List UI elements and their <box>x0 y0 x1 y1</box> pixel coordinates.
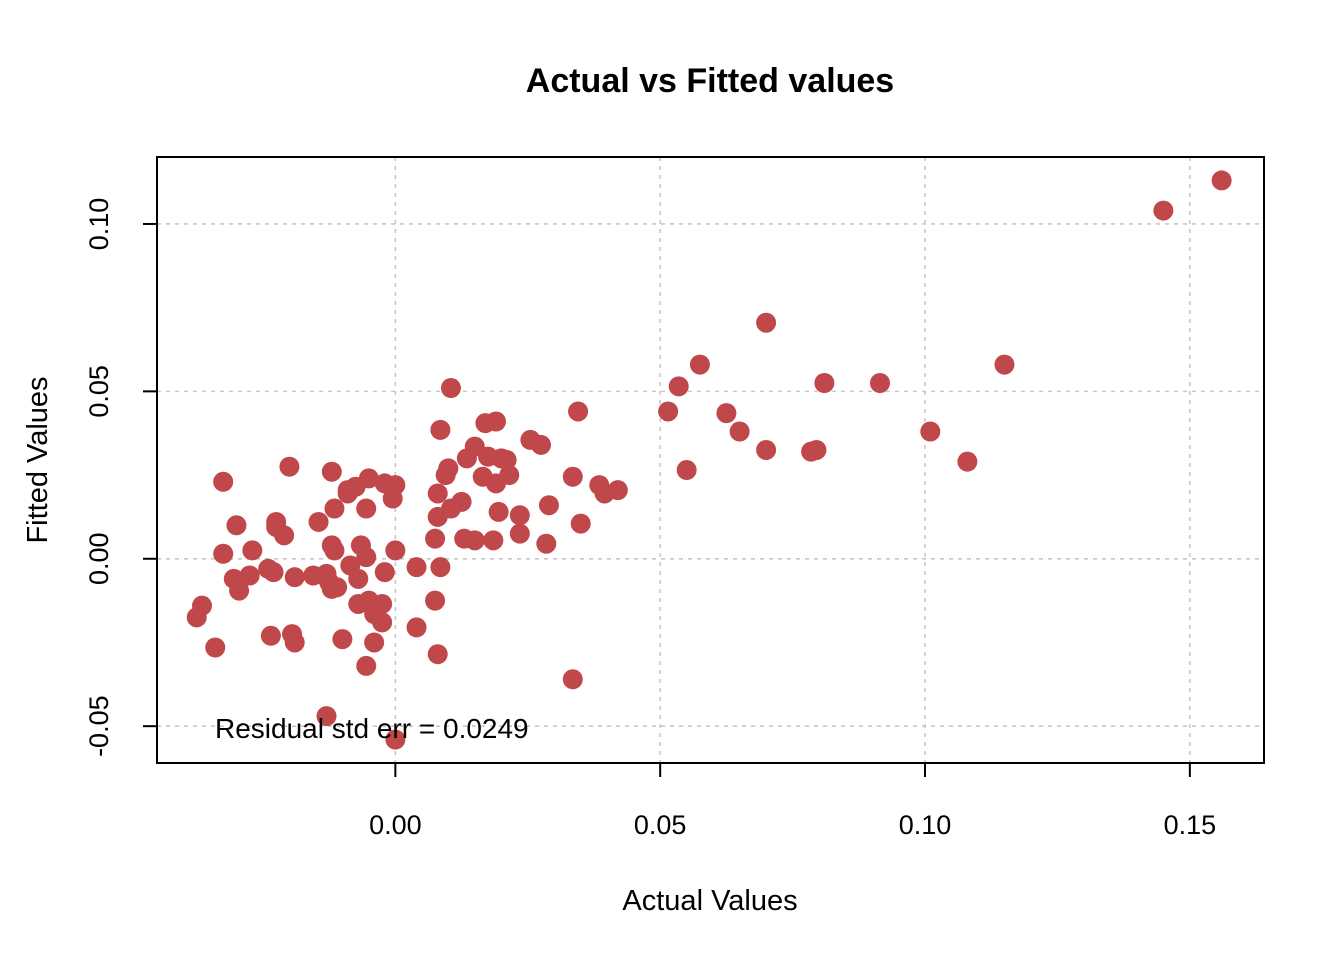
data-point <box>337 480 358 501</box>
data-point <box>308 511 329 532</box>
data-point <box>756 312 777 333</box>
data-point <box>382 488 403 509</box>
data-point <box>321 461 342 482</box>
x-axis-label: Actual Values <box>622 885 797 917</box>
data-point <box>427 483 448 504</box>
data-point <box>226 515 247 536</box>
data-point <box>456 448 477 469</box>
data-point <box>430 557 451 578</box>
data-point <box>509 505 530 526</box>
data-point <box>536 533 557 554</box>
y-tick-label: 0.10 <box>84 198 114 251</box>
data-point <box>279 456 300 477</box>
data-point <box>570 513 591 534</box>
data-point <box>756 439 777 460</box>
data-point <box>385 540 406 561</box>
data-point <box>316 706 337 727</box>
data-point <box>385 729 406 750</box>
data-point <box>284 567 305 588</box>
x-tick-label: 0.00 <box>369 810 422 840</box>
data-point <box>430 419 451 440</box>
data-point <box>260 625 281 646</box>
data-point <box>483 530 504 551</box>
data-point <box>538 495 559 516</box>
data-point <box>332 629 353 650</box>
data-point <box>425 590 446 611</box>
data-point <box>869 372 890 393</box>
data-point <box>668 376 689 397</box>
data-point <box>266 516 287 537</box>
data-point <box>242 540 263 561</box>
data-point <box>801 441 822 462</box>
data-point <box>594 483 615 504</box>
data-point <box>729 421 750 442</box>
data-point <box>282 624 303 645</box>
axis-ticks: 0.00 0.05 0.10 0.15 -0.05 0.00 0.05 0.10 <box>84 198 1216 840</box>
x-tick-label: 0.15 <box>1164 810 1217 840</box>
data-point <box>435 465 456 486</box>
y-tick-label: -0.05 <box>84 695 114 757</box>
data-point <box>531 434 552 455</box>
data-point <box>374 473 395 494</box>
data-point <box>406 617 427 638</box>
x-tick-label: 0.05 <box>634 810 687 840</box>
data-point <box>258 558 279 579</box>
data-point <box>440 378 461 399</box>
data-point <box>472 466 493 487</box>
chart-title: Actual vs Fitted values <box>526 62 894 100</box>
data-point <box>427 644 448 665</box>
y-tick-label: 0.00 <box>84 532 114 585</box>
data-point <box>303 565 324 586</box>
data-point <box>689 354 710 375</box>
data-point <box>716 403 737 424</box>
data-point <box>350 535 371 556</box>
data-point <box>994 354 1015 375</box>
data-point <box>186 607 207 628</box>
y-tick-label: 0.05 <box>84 365 114 418</box>
data-point <box>364 632 385 653</box>
data-point <box>321 535 342 556</box>
data-point <box>356 498 377 519</box>
data-point <box>488 501 509 522</box>
data-point <box>213 471 234 492</box>
data-point <box>406 557 427 578</box>
plot-frame <box>156 156 1265 764</box>
data-point <box>676 460 697 481</box>
data-point <box>475 413 496 434</box>
data-point <box>454 528 475 549</box>
data-point <box>814 372 835 393</box>
data-point <box>356 655 377 676</box>
data-point <box>568 401 589 422</box>
data-point <box>562 669 583 690</box>
data-point <box>1153 200 1174 221</box>
data-point <box>324 498 345 519</box>
data-point <box>348 593 369 614</box>
residual-annotation: Residual std err = 0.0249 <box>215 713 529 744</box>
data-point <box>509 523 530 544</box>
grid-lines <box>157 157 1264 763</box>
data-point <box>1211 170 1232 191</box>
data-point <box>213 543 234 564</box>
y-axis-label: Fitted Values <box>22 376 54 543</box>
data-point <box>223 568 244 589</box>
data-point <box>374 562 395 583</box>
data-point <box>920 421 941 442</box>
data-points <box>186 170 1232 750</box>
data-point <box>205 637 226 658</box>
data-point <box>957 451 978 472</box>
x-tick-label: 0.10 <box>899 810 952 840</box>
data-point <box>658 401 679 422</box>
data-point <box>425 528 446 549</box>
data-point <box>562 466 583 487</box>
data-point <box>239 565 260 586</box>
data-point <box>427 506 448 527</box>
data-point <box>340 555 361 576</box>
